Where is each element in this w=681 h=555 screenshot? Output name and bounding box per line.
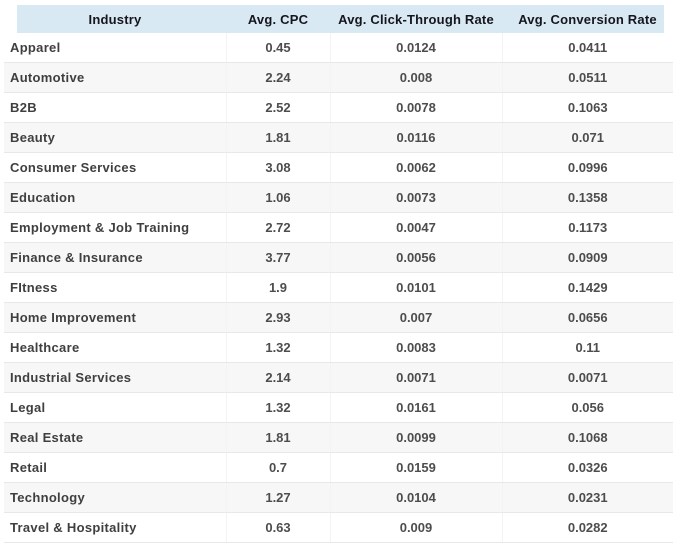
avg-conversion-cell: 0.0511 <box>501 62 673 93</box>
avg-conversion-cell: 0.0231 <box>501 482 673 513</box>
avg-conversion-cell: 0.0411 <box>501 33 673 63</box>
industry-cell: Education <box>4 182 226 213</box>
avg-ctr-cell: 0.0099 <box>329 422 502 453</box>
industry-cell: Healthcare <box>4 332 226 363</box>
avg-cpc-cell: 1.32 <box>225 332 330 363</box>
column-header-avg-cpc: Avg. CPC <box>226 5 330 33</box>
avg-ctr-cell: 0.0159 <box>329 452 502 483</box>
table-body: Apparel 0.45 0.0124 0.0411 Automotive 2.24 0.0… <box>4 33 673 543</box>
industry-cell: B2B <box>4 92 226 123</box>
avg-ctr-cell: 0.0062 <box>329 152 502 183</box>
avg-cpc-cell: 2.52 <box>225 92 330 123</box>
avg-conversion-cell: 0.1173 <box>501 212 673 243</box>
avg-cpc-cell: 2.93 <box>225 302 330 333</box>
header-row: Industry Avg. CPC Avg. Click-Through Rat… <box>4 5 673 33</box>
table-row: Industrial Services 2.14 0.0071 0.0071 <box>4 362 673 393</box>
avg-cpc-cell: 0.45 <box>225 33 330 63</box>
industry-benchmarks-page: Industry Avg. CPC Avg. Click-Through Rat… <box>4 5 673 543</box>
avg-conversion-cell: 0.071 <box>501 122 673 153</box>
table-row: Travel & Hospitality 0.63 0.009 0.0282 <box>4 512 673 543</box>
avg-ctr-cell: 0.0101 <box>329 272 502 303</box>
avg-ctr-cell: 0.0104 <box>329 482 502 513</box>
avg-ctr-cell: 0.0116 <box>329 122 502 153</box>
avg-ctr-cell: 0.0078 <box>329 92 502 123</box>
avg-conversion-cell: 0.11 <box>501 332 673 363</box>
table-row: Real Estate 1.81 0.0099 0.1068 <box>4 422 673 453</box>
table-row: Education 1.06 0.0073 0.1358 <box>4 182 673 213</box>
avg-conversion-cell: 0.0909 <box>501 242 673 273</box>
industry-cell: Employment & Job Training <box>4 212 226 243</box>
avg-cpc-cell: 1.06 <box>225 182 330 213</box>
table-row: Beauty 1.81 0.0116 0.071 <box>4 122 673 153</box>
avg-cpc-cell: 1.81 <box>225 122 330 153</box>
industry-benchmarks-table: Industry Avg. CPC Avg. Click-Through Rat… <box>4 5 673 543</box>
industry-cell: Retail <box>4 452 226 483</box>
column-header-avg-conversion-rate: Avg. Conversion Rate <box>502 5 673 33</box>
table-row: Retail 0.7 0.0159 0.0326 <box>4 452 673 483</box>
avg-conversion-cell: 0.0996 <box>501 152 673 183</box>
avg-conversion-cell: 0.056 <box>501 392 673 423</box>
avg-cpc-cell: 2.24 <box>225 62 330 93</box>
avg-conversion-cell: 0.1068 <box>501 422 673 453</box>
avg-ctr-cell: 0.008 <box>329 62 502 93</box>
avg-conversion-cell: 0.0282 <box>501 512 673 543</box>
avg-conversion-cell: 0.1358 <box>501 182 673 213</box>
avg-ctr-cell: 0.007 <box>329 302 502 333</box>
avg-ctr-cell: 0.0071 <box>329 362 502 393</box>
table-row: Employment & Job Training 2.72 0.0047 0.117… <box>4 212 673 243</box>
avg-cpc-cell: 3.08 <box>225 152 330 183</box>
industry-cell: Beauty <box>4 122 226 153</box>
avg-cpc-cell: 2.14 <box>225 362 330 393</box>
table-row: Finance & Insurance 3.77 0.0056 0.0909 <box>4 242 673 273</box>
industry-cell: Real Estate <box>4 422 226 453</box>
table-row: Technology 1.27 0.0104 0.0231 <box>4 482 673 513</box>
table-row: Consumer Services 3.08 0.0062 0.0996 <box>4 152 673 183</box>
column-header-industry: Industry <box>4 5 226 33</box>
avg-cpc-cell: 3.77 <box>225 242 330 273</box>
table-row: Legal 1.32 0.0161 0.056 <box>4 392 673 423</box>
industry-cell: Consumer Services <box>4 152 226 183</box>
avg-ctr-cell: 0.0083 <box>329 332 502 363</box>
avg-cpc-cell: 0.7 <box>225 452 330 483</box>
avg-conversion-cell: 0.0071 <box>501 362 673 393</box>
table-row: Apparel 0.45 0.0124 0.0411 <box>4 33 673 63</box>
industry-cell: Home Improvement <box>4 302 226 333</box>
industry-cell: Legal <box>4 392 226 423</box>
column-header-avg-click-through-rate: Avg. Click-Through Rate <box>330 5 502 33</box>
avg-ctr-cell: 0.0161 <box>329 392 502 423</box>
avg-conversion-cell: 0.1429 <box>501 272 673 303</box>
industry-cell: Travel & Hospitality <box>4 512 226 543</box>
avg-conversion-cell: 0.0326 <box>501 452 673 483</box>
avg-cpc-cell: 0.63 <box>225 512 330 543</box>
avg-ctr-cell: 0.009 <box>329 512 502 543</box>
industry-cell: Finance & Insurance <box>4 242 226 273</box>
industry-cell: Apparel <box>4 33 226 63</box>
table-row: B2B 2.52 0.0078 0.1063 <box>4 92 673 123</box>
table-header: Industry Avg. CPC Avg. Click-Through Rat… <box>4 5 673 33</box>
avg-cpc-cell: 1.27 <box>225 482 330 513</box>
table-row: Automotive 2.24 0.008 0.0511 <box>4 62 673 93</box>
avg-ctr-cell: 0.0056 <box>329 242 502 273</box>
avg-conversion-cell: 0.0656 <box>501 302 673 333</box>
industry-cell: Automotive <box>4 62 226 93</box>
industry-cell: Technology <box>4 482 226 513</box>
avg-ctr-cell: 0.0047 <box>329 212 502 243</box>
avg-cpc-cell: 2.72 <box>225 212 330 243</box>
industry-cell: FItness <box>4 272 226 303</box>
avg-cpc-cell: 1.32 <box>225 392 330 423</box>
avg-cpc-cell: 1.81 <box>225 422 330 453</box>
table-row: Healthcare 1.32 0.0083 0.11 <box>4 332 673 363</box>
avg-conversion-cell: 0.1063 <box>501 92 673 123</box>
avg-cpc-cell: 1.9 <box>225 272 330 303</box>
industry-cell: Industrial Services <box>4 362 226 393</box>
table-row: Home Improvement 2.93 0.007 0.0656 <box>4 302 673 333</box>
avg-ctr-cell: 0.0073 <box>329 182 502 213</box>
table-row: FItness 1.9 0.0101 0.1429 <box>4 272 673 303</box>
avg-ctr-cell: 0.0124 <box>329 33 502 63</box>
